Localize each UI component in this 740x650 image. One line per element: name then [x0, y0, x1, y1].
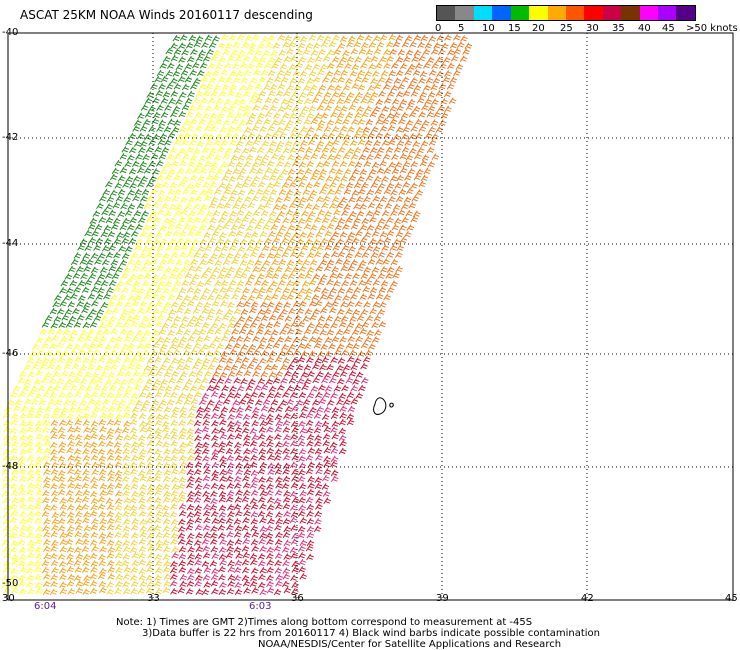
map-title: ASCAT 25KM NOAA Winds 20160117 descendin… — [20, 8, 313, 22]
footnotes: Note: 1) Times are GMT 2)Times along bot… — [116, 617, 600, 650]
lon-label: 30 — [2, 593, 15, 604]
grid-lines — [8, 33, 733, 600]
legend-color-bar — [436, 5, 696, 21]
legend-swatch — [437, 6, 456, 20]
lat-label: -48 — [2, 461, 19, 472]
legend-labels: 0 5 10 15 20 25 30 35 40 45 >50 knots — [435, 21, 738, 35]
wind-barbs — [1, 33, 473, 596]
legend-swatch — [602, 6, 622, 20]
lon-label: 45 — [725, 593, 738, 604]
lat-label: -42 — [2, 132, 19, 143]
legend-swatch — [547, 6, 566, 20]
wind-speed-legend: 0 5 10 15 20 25 30 35 40 45 >50 knots — [435, 5, 738, 35]
lat-label: -50 — [2, 578, 19, 589]
legend-label: 5 — [458, 23, 465, 34]
island-outline — [373, 397, 394, 415]
island-marion — [373, 397, 387, 415]
legend-label: 30 — [586, 23, 599, 34]
lat-label: -40 — [2, 27, 19, 38]
legend-swatch — [529, 6, 548, 20]
legend-swatch — [565, 6, 585, 20]
legend-label: 20 — [532, 23, 545, 34]
footnote-line: NOAA/NESDIS/Center for Satellite Applica… — [258, 639, 562, 650]
legend-label: 0 — [435, 23, 442, 34]
legend-swatch — [676, 6, 695, 20]
lon-label: 42 — [581, 593, 594, 604]
legend-swatch — [473, 6, 493, 20]
legend-swatch — [492, 6, 511, 20]
legend-label: >50 knots — [686, 23, 738, 34]
legend-swatch — [584, 6, 603, 20]
time-label: 6:04 — [34, 601, 57, 612]
lon-label: 33 — [147, 593, 160, 604]
footnote-line: Note: 1) Times are GMT 2)Times along bot… — [116, 617, 533, 628]
legend-label: 15 — [508, 23, 521, 34]
legend-label: 25 — [560, 23, 573, 34]
lat-label: -44 — [2, 238, 19, 249]
island-prince-edward — [389, 402, 394, 408]
legend-swatch — [510, 6, 530, 20]
plot-border — [7, 32, 734, 601]
lon-label: 39 — [436, 593, 449, 604]
lon-label: 36 — [291, 593, 304, 604]
legend-label: 40 — [638, 23, 651, 34]
legend-swatch — [621, 6, 640, 20]
legend-swatch — [455, 6, 474, 20]
lat-label: -46 — [2, 348, 19, 359]
time-label: 6:03 — [249, 601, 272, 612]
legend-swatch — [658, 6, 677, 20]
legend-swatch — [639, 6, 659, 20]
footnote-line: 3)Data buffer is 22 hrs from 20160117 4)… — [142, 628, 600, 639]
legend-label: 10 — [482, 23, 495, 34]
legend-label: 45 — [662, 23, 675, 34]
legend-label: 35 — [612, 23, 625, 34]
